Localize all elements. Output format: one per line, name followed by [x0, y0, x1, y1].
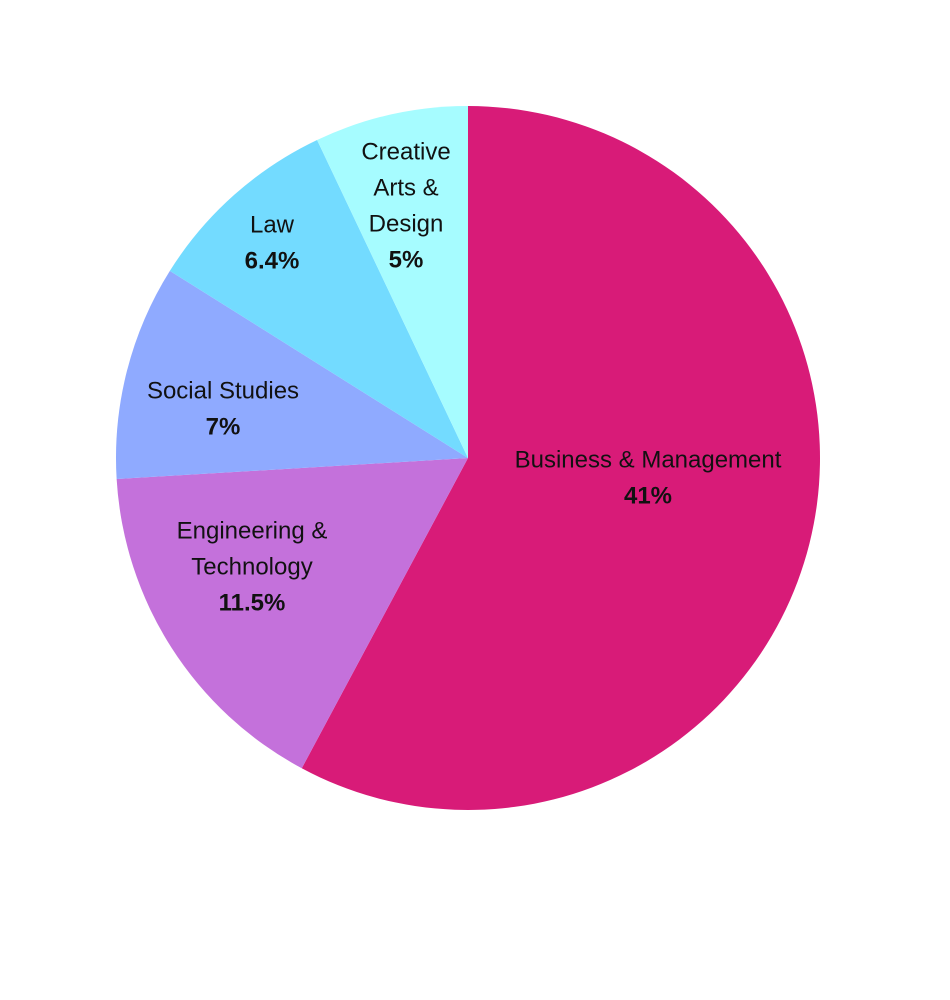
- slice-value-label: 6.4%: [245, 247, 300, 274]
- pie-slice-law: [169, 139, 469, 458]
- slice-label-group: Law 6.4%: [245, 211, 300, 274]
- slice-label: Creative: [361, 138, 450, 165]
- slice-value-label: 11.5%: [219, 589, 286, 616]
- slice-value-label: 5%: [389, 246, 424, 273]
- slice-label: Arts &: [373, 174, 438, 201]
- pie-slice-business-management: [301, 106, 820, 810]
- pie-labels: Business & Management 41% Engineering & Tec…: [147, 138, 782, 616]
- pie-slice-creative-arts-design: [317, 106, 468, 458]
- slice-label-group: Social Studies 7%: [147, 377, 299, 440]
- slice-label-group: Business & Management 41%: [515, 446, 782, 509]
- slice-label-group: Engineering & Technology 11.5%: [177, 517, 328, 616]
- slice-label-group: Creative Arts & Design 5%: [361, 138, 450, 273]
- slice-label: Design: [369, 210, 444, 237]
- slice-label: Law: [250, 211, 295, 238]
- slice-label: Technology: [191, 553, 312, 580]
- slice-label: Engineering &: [177, 517, 328, 544]
- pie-slice-social-studies: [116, 270, 468, 480]
- slice-label: Social Studies: [147, 377, 299, 404]
- slice-label: Business & Management: [515, 446, 782, 473]
- pie-slices: [116, 106, 820, 810]
- slice-value-label: 7%: [206, 413, 241, 440]
- slice-value-label: 41%: [624, 482, 672, 509]
- pie-slice-engineering-technology: [116, 458, 469, 769]
